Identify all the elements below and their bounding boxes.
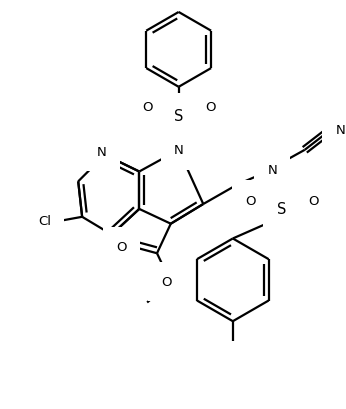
Text: N: N xyxy=(267,164,277,177)
Text: O: O xyxy=(245,194,256,207)
Text: O: O xyxy=(116,240,127,253)
Text: S: S xyxy=(277,202,287,217)
Text: N: N xyxy=(335,124,345,136)
Text: O: O xyxy=(162,276,172,289)
Text: O: O xyxy=(308,194,319,207)
Text: N: N xyxy=(97,146,107,159)
Text: S: S xyxy=(174,109,183,124)
Text: N: N xyxy=(174,144,183,157)
Text: O: O xyxy=(205,101,216,114)
Text: O: O xyxy=(142,101,152,114)
Text: Cl: Cl xyxy=(38,215,51,228)
